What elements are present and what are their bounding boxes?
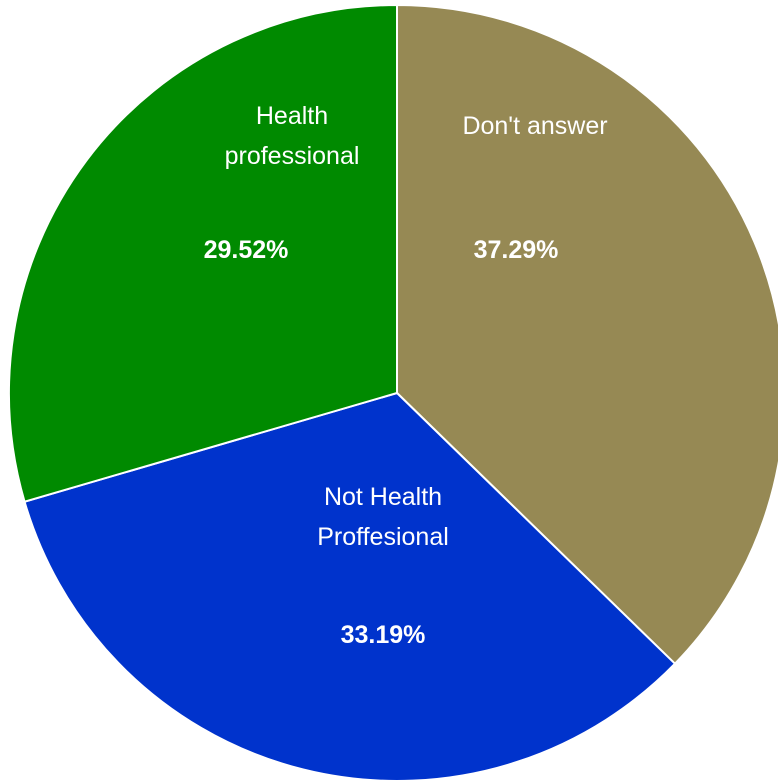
pie-slice-don-t-answer: [396, 3, 778, 666]
pie-slice-not-health-proffesional: [23, 391, 677, 781]
slice-value-don-t-answer: 37.29%: [474, 236, 559, 264]
slice-label-health-professional: Health professional: [225, 102, 360, 170]
pie-labels: Don't answer 37.29% Not Health Proffesional…: [204, 102, 608, 649]
slice-value-health-professional: 29.52%: [204, 236, 289, 264]
slice-label-don-t-answer: Don't answer: [462, 112, 607, 140]
pie-slices: [8, 3, 778, 781]
slice-label-not-health-proffesional: Not Health Proffesional: [317, 483, 449, 551]
slice-value-not-health-proffesional: 33.19%: [341, 621, 426, 649]
pie-slice-health-professional: [8, 3, 398, 503]
